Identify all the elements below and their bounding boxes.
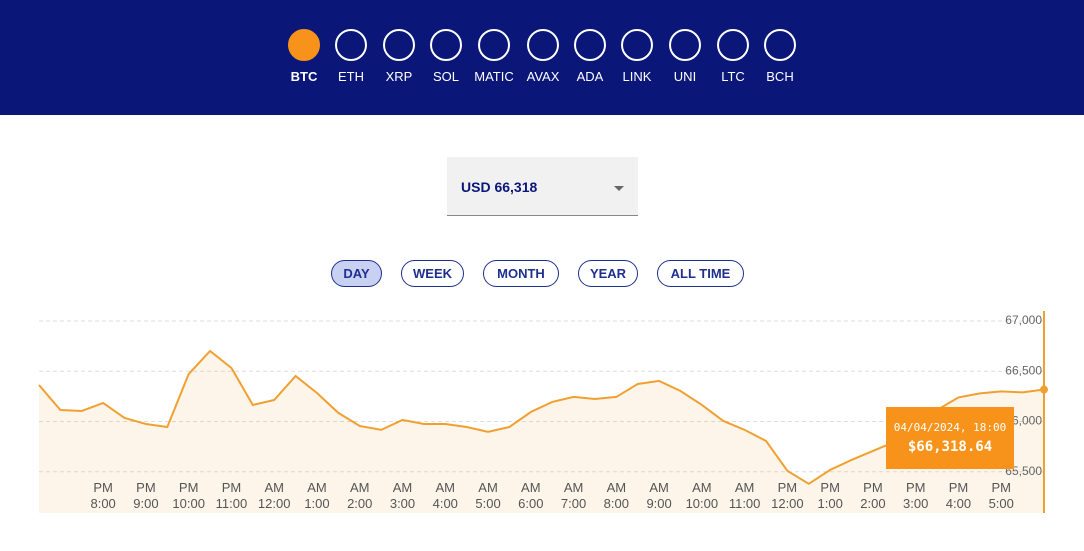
coin-label: BTC — [290, 69, 318, 84]
x-tick-label: AM 8:00 — [603, 480, 629, 511]
range-button[interactable]: DAY — [331, 260, 382, 287]
coin-icon — [717, 29, 749, 61]
hover-point — [1040, 385, 1048, 394]
x-tick-label: PM 9:00 — [133, 480, 159, 511]
x-tick-label: AM 1:00 — [304, 480, 330, 511]
x-tick-label: AM 5:00 — [475, 480, 501, 511]
range-button[interactable]: WEEK — [401, 260, 464, 287]
y-tick-label: 65,500 — [1005, 464, 1042, 478]
y-tick-label: 67,000 — [1005, 313, 1042, 327]
coin-label: UNI — [673, 69, 697, 84]
x-tick-label: PM 10:00 — [172, 480, 205, 511]
coin-icon — [764, 29, 796, 61]
coin-tab[interactable]: SOL — [421, 29, 471, 84]
coin-label: SOL — [432, 69, 459, 84]
dropdown-arrow — [614, 186, 624, 196]
coin-tab[interactable]: ADA — [565, 29, 615, 84]
coin-icon — [430, 29, 462, 61]
coin-label: ADA — [576, 69, 604, 84]
currency-select-text: USD 66,318 — [461, 179, 538, 195]
coin-icon — [621, 29, 653, 61]
x-tick-label: AM 9:00 — [646, 480, 672, 511]
x-tick-label: AM 6:00 — [518, 480, 544, 511]
coin-label: LINK — [622, 69, 652, 84]
coin-icon — [527, 29, 559, 61]
coin-label: MATIC — [474, 69, 514, 84]
line — [38, 349, 1045, 486]
tooltip-title: 04/04/2024, 18:00 — [893, 420, 1007, 434]
coin-tab[interactable]: MATIC — [469, 29, 519, 84]
x-tick-label: PM 1:00 — [817, 480, 843, 511]
range-button[interactable]: ALL TIME — [657, 260, 744, 287]
coin-tab[interactable]: BCH — [755, 29, 805, 84]
coin-icon — [383, 29, 415, 61]
coin-tab[interactable]: ETH — [326, 29, 376, 84]
coin-icon — [669, 29, 701, 61]
currency-select[interactable]: USD 66,318 — [447, 157, 638, 216]
coin-icon — [478, 29, 510, 61]
coin-tab[interactable]: XRP — [374, 29, 424, 84]
coin-label: ETH — [338, 69, 364, 84]
x-tick-label: PM 3:00 — [903, 480, 929, 511]
x-tick-label: PM 5:00 — [988, 480, 1014, 511]
coin-label: AVAX — [526, 69, 560, 84]
x-tick-label: AM 12:00 — [257, 480, 291, 511]
x-tick-label: PM 12:00 — [771, 480, 804, 511]
coin-icon — [335, 29, 367, 61]
coin-label: XRP — [385, 69, 413, 84]
x-tick-label: AM 7:00 — [560, 480, 587, 511]
x-tick-label: PM 2:00 — [860, 480, 886, 511]
x-tick-label: AM 10:00 — [685, 480, 719, 511]
coin-tab[interactable]: UNI — [660, 29, 710, 84]
coin-nav: BTC ETH XRP SOL MATIC AVAX ADA LINK UNI LTC BCH — [0, 0, 1084, 115]
y-tick-label: 66,000 — [1005, 414, 1042, 428]
x-tick-label: AM 11:00 — [728, 480, 761, 511]
x-tick-label: AM 2:00 — [347, 480, 373, 511]
area-fill — [39, 350, 1044, 513]
y-tick-label: 66,500 — [1005, 363, 1042, 377]
x-tick-label: AM 3:00 — [389, 480, 416, 511]
coin-tab[interactable]: LTC — [708, 29, 758, 84]
x-tick-label: PM 11:00 — [215, 480, 248, 511]
coin-tab[interactable]: BTC — [279, 29, 329, 84]
coin-tab[interactable]: AVAX — [518, 29, 568, 84]
x-tick-label: PM 8:00 — [90, 480, 116, 511]
x-tick-label: PM 4:00 — [945, 480, 972, 511]
coin-icon — [574, 29, 606, 61]
range-button[interactable]: MONTH — [483, 260, 559, 287]
x-tick-label: AM 4:00 — [432, 480, 458, 511]
tooltip: 04/04/2024, 18:00 $66,318.64 — [886, 406, 1014, 469]
tooltip-value: $66,318.64 — [907, 438, 993, 455]
coin-tab[interactable]: LINK — [612, 29, 662, 84]
coin-label: LTC — [721, 69, 745, 84]
range-button[interactable]: YEAR — [578, 260, 638, 287]
coin-label: BCH — [766, 69, 794, 84]
coin-icon — [288, 29, 320, 61]
